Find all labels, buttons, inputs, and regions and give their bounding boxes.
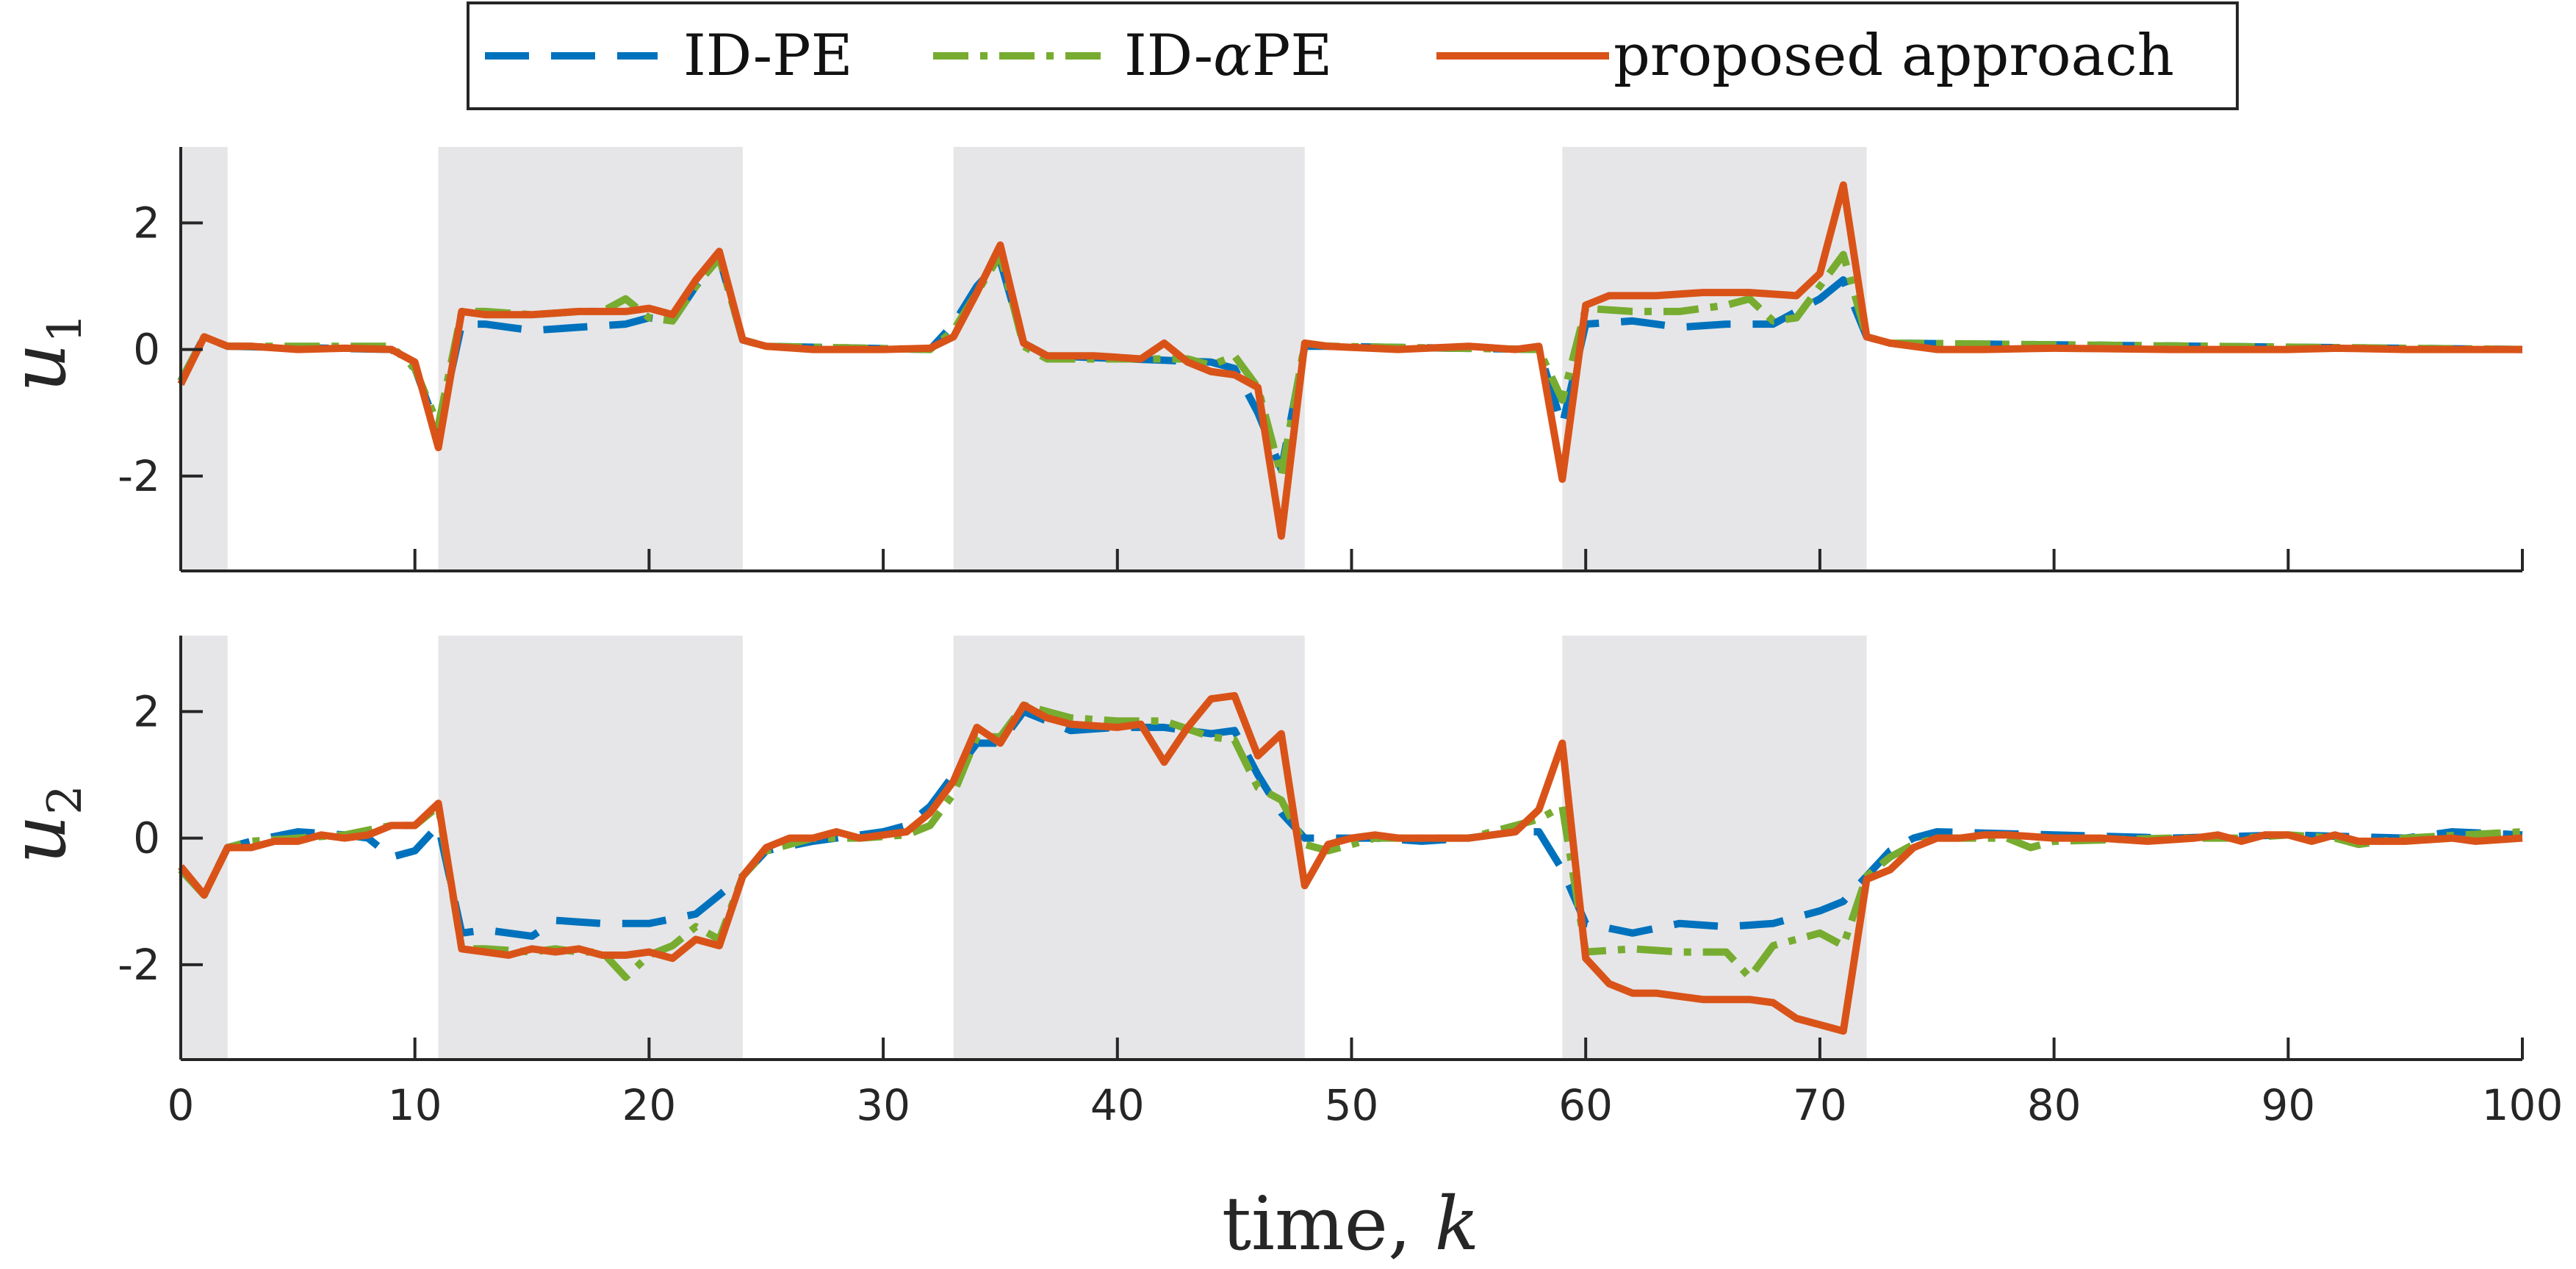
series-line-proposed-approach-u1: [177, 181, 2522, 540]
x-tick-label-100: 100: [2482, 1080, 2564, 1130]
shaded-regions-u2: [181, 636, 1867, 1060]
shaded-region-u2-2: [953, 636, 1305, 1060]
y-tick-label-u1-0: -2: [118, 451, 160, 501]
series-line-proposed-approach-u2: [178, 691, 2523, 1035]
shaded-regions-u1: [181, 147, 1867, 571]
ylabel-u1: u1: [0, 313, 93, 392]
x-axis-label-prefix: time,: [1222, 1181, 1435, 1267]
legend-label-id-alpha-pe-main: ID-: [1124, 23, 1213, 89]
legend-label-proposed-approach: proposed approach: [1613, 23, 2174, 89]
subplot-u2: -202 u2: [0, 636, 2524, 1061]
x-tick-label-70: 70: [1793, 1080, 1847, 1130]
legend-box: [467, 1, 2239, 110]
shaded-region-u1-0: [181, 147, 228, 571]
x-tick-label-90: 90: [2261, 1080, 2315, 1130]
ylabel-u1-main: u: [0, 343, 83, 392]
y-tick-label-u1-2: 2: [133, 198, 160, 248]
x-tick-labels: 0 10 20 30 40 50 60 70 80 90 100: [168, 1080, 2564, 1130]
legend: ID-PE ID-αPE proposed approach: [467, 1, 2239, 110]
x-axis-label: time, k: [1222, 1181, 1479, 1267]
x-tick-label-40: 40: [1090, 1080, 1145, 1130]
ylabel-u2-main: u: [0, 815, 83, 864]
x-tick-label-60: 60: [1558, 1080, 1613, 1130]
ylabel-u2: u2: [0, 785, 93, 864]
legend-label-id-alpha-pe-tail: PE: [1252, 23, 1332, 89]
ylabel-u2-sub: 2: [38, 785, 93, 815]
axes-u2: -2 0 2: [118, 636, 2524, 1061]
shaded-region-u1-1: [438, 147, 743, 571]
subplot-u1: -2 0 2 u1: [0, 147, 2524, 572]
y-tick-label-u1-1: 0: [133, 325, 160, 375]
x-tick-label-20: 20: [622, 1080, 676, 1130]
x-tick-label-50: 50: [1325, 1080, 1379, 1130]
y-tick-label-u2-0: -2: [118, 940, 160, 990]
x-tick-label-10: 10: [388, 1080, 442, 1130]
shaded-region-u2-1: [438, 636, 743, 1060]
x-axis-label-var: k: [1435, 1181, 1480, 1267]
shaded-region-u1-3: [1562, 147, 1867, 571]
x-tick-label-30: 30: [856, 1080, 910, 1130]
y-tick-label-u2-1: 0: [133, 813, 160, 863]
legend-label-id-alpha-pe: ID-αPE: [1124, 23, 1332, 89]
y-tick-label-u2-2: 2: [133, 686, 160, 736]
series-lines-u1: [177, 181, 2523, 540]
series-lines-u2: [178, 691, 2523, 1035]
x-tick-label-0: 0: [168, 1080, 195, 1130]
x-tick-label-80: 80: [2027, 1080, 2082, 1130]
ylabel-u1-sub: 1: [38, 313, 93, 343]
shaded-region-u2-0: [181, 636, 228, 1060]
legend-label-id-alpha-pe-greek: α: [1213, 23, 1252, 89]
legend-label-id-pe: ID-PE: [683, 23, 853, 89]
axes-u1: -2 0 2: [118, 147, 2524, 572]
